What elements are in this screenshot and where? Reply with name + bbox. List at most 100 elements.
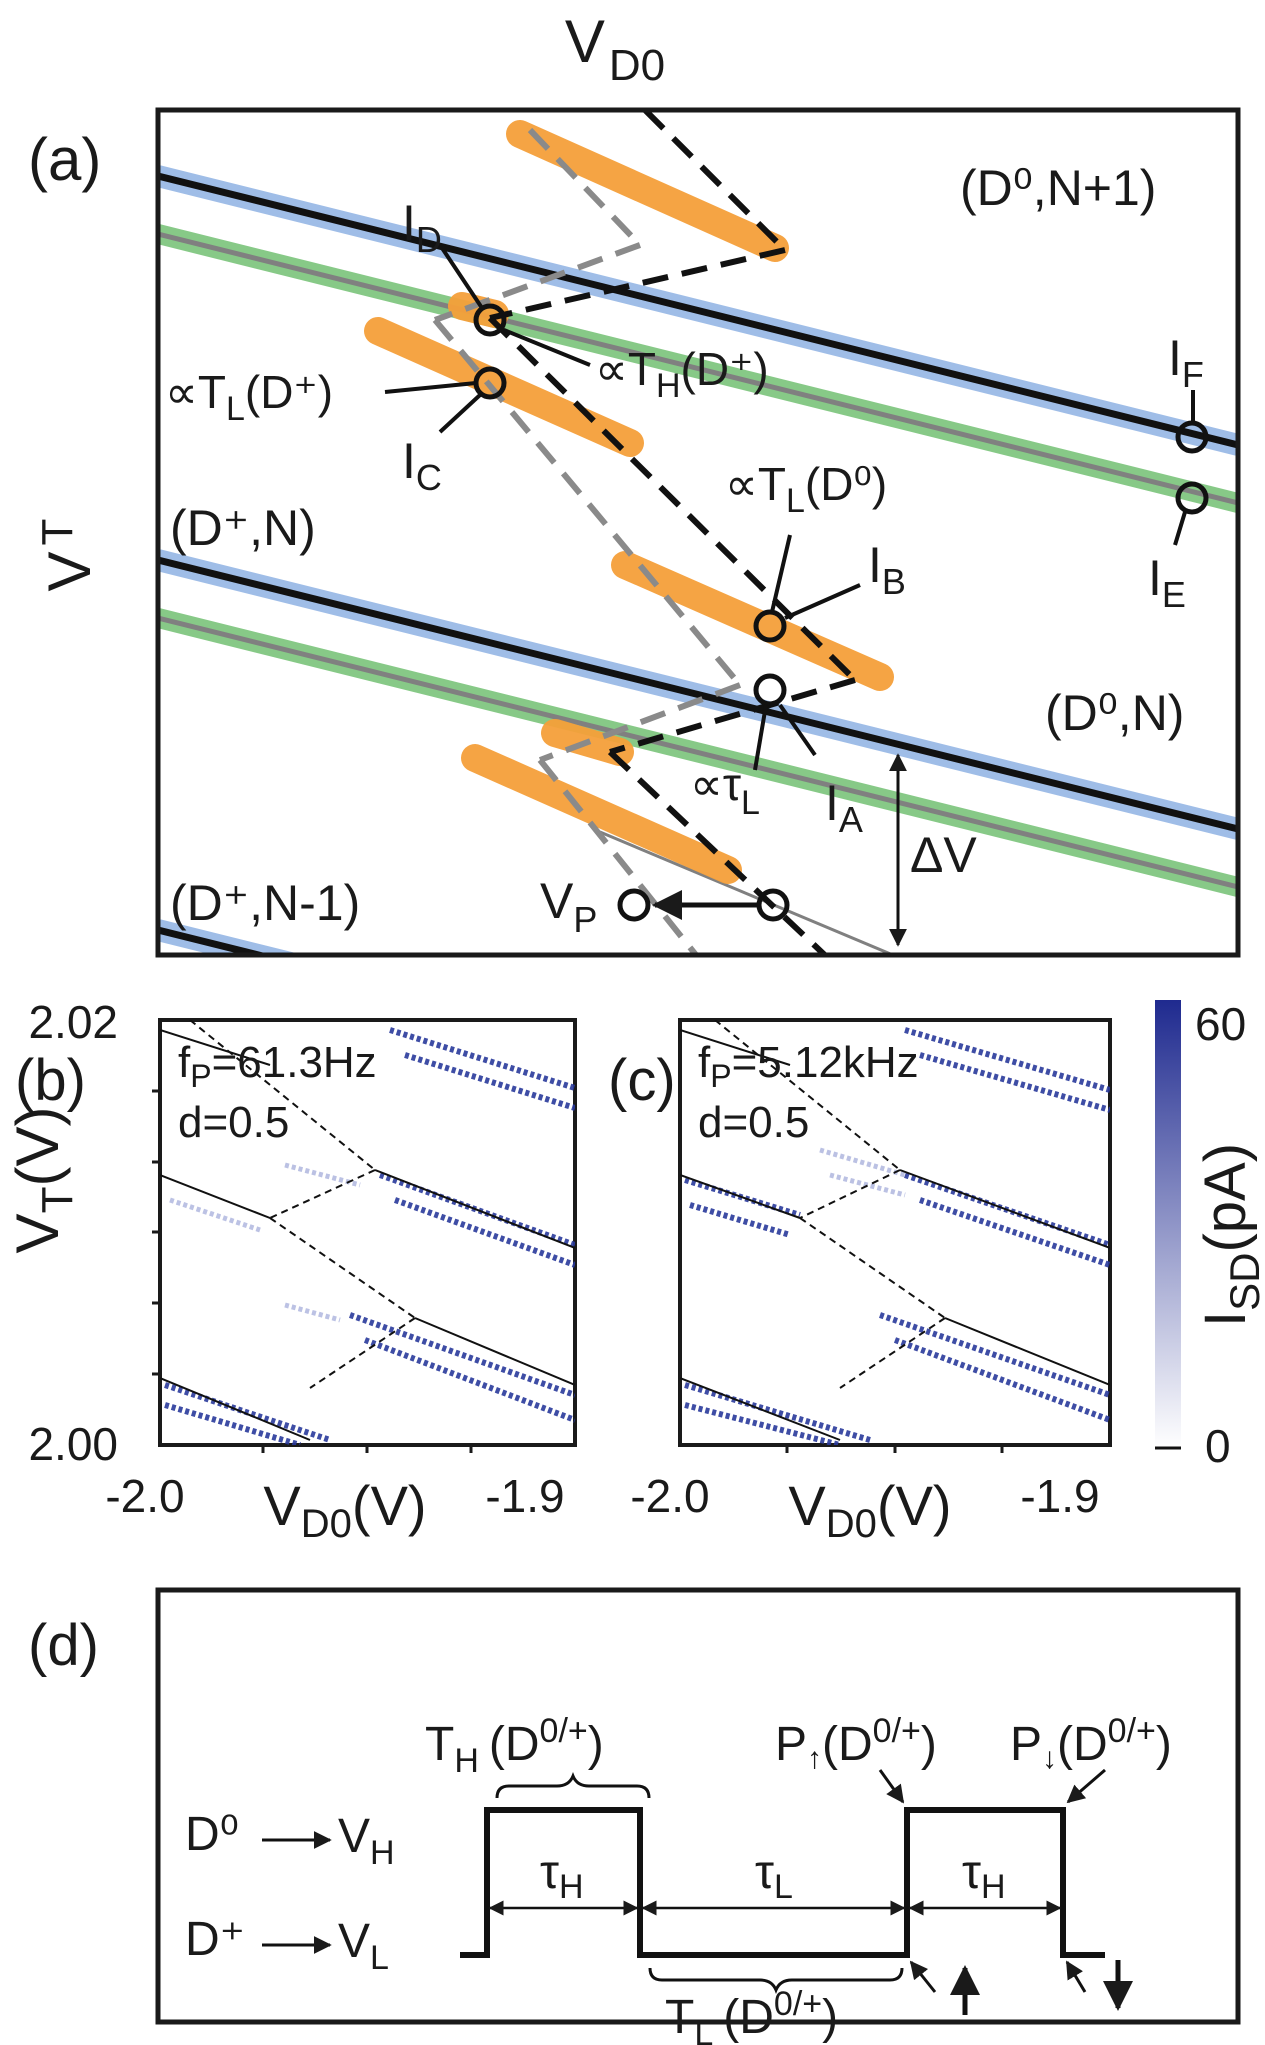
gray-dashed-line [527, 127, 643, 248]
panel-b-frame [158, 1018, 577, 1447]
faint-stripe [169, 1197, 261, 1233]
panel-b-xtick-right: -1.9 [485, 1470, 564, 1522]
region-dp-nm1: (D⁺,N-1) [170, 875, 360, 931]
region-d0-n: (D⁰,N) [1045, 685, 1184, 741]
leader-ID [438, 243, 484, 310]
panel-b-xtick-left: -2.0 [105, 1470, 184, 1522]
dashed-guide [269, 1217, 416, 1319]
panel-c-frame [678, 1018, 1112, 1447]
annot-TL-D0: ∝TL(D⁰) [725, 458, 887, 520]
panel-c-dashed-guides [714, 1020, 946, 1389]
marker-IE [1175, 481, 1209, 515]
panel-d-label: (d) [28, 1613, 99, 1678]
transition-line-black [158, 556, 1238, 833]
TH-label: TH (D0/+) [425, 1712, 604, 1780]
current-stripe [393, 1197, 575, 1268]
marker-IA [753, 673, 787, 707]
region-dp-n: (D⁺,N) [170, 500, 316, 556]
panel-c-xtick-right: -1.9 [1020, 1470, 1099, 1522]
level-vl: VL [338, 1915, 389, 1977]
current-stripe [363, 1337, 575, 1423]
region-d0-np1: (D⁰,N+1) [960, 160, 1156, 216]
ytick-bottom: 2.00 [28, 1418, 118, 1470]
panel-c-heatmap [680, 1020, 1110, 1445]
Pdown-bottom-pointer [1065, 1960, 1087, 1993]
guide-line [160, 1377, 311, 1441]
dashed-guide [189, 1020, 376, 1171]
leader-IB [784, 583, 861, 620]
transition-line-gray-thin [599, 830, 897, 955]
panel-a-frame [155, 107, 1241, 958]
panel-c-xlabel: VD0(V) [788, 1474, 951, 1546]
marker-vp-end [617, 888, 651, 922]
current-stripe [389, 1027, 575, 1091]
black-dashed-lines [487, 110, 858, 955]
dashed-guide [799, 1169, 901, 1219]
marker-vp-start [756, 888, 790, 922]
faint-stripe [829, 1172, 906, 1198]
panel-b-dashed-guides [189, 1020, 416, 1389]
label-IA: IA [825, 775, 863, 840]
guide-line [899, 1169, 1110, 1249]
dashed-guide [269, 1169, 376, 1219]
current-stripe [919, 1197, 1110, 1268]
panel-c-xtick-left: -2.0 [630, 1470, 709, 1522]
label-ID: ID [402, 195, 442, 260]
TL-label: TL (D0/+) [665, 1985, 838, 2045]
current-stripe [684, 1177, 801, 1218]
panel-b-xlabel: VD0(V) [263, 1474, 426, 1546]
panel-c-guide-lines [680, 1029, 1110, 1441]
current-stripe [164, 1382, 331, 1443]
black-dashed-line [642, 110, 788, 253]
panel-c-faint-stripes [819, 1147, 906, 1198]
current-stripe [164, 1402, 301, 1445]
Pup-pointer [878, 1769, 905, 1804]
current-stripe [348, 1312, 575, 1398]
guide-line [680, 1377, 841, 1441]
current-stripe [879, 1312, 1110, 1398]
panel-c-duty: d=0.5 [698, 1098, 809, 1147]
panel-d-frame [155, 1587, 1241, 2025]
panel-b-ticks [152, 1089, 473, 1453]
pulse-waveform [460, 1807, 1105, 1958]
colorbar-gradient [1155, 1000, 1181, 1448]
orange-segment [461, 744, 742, 884]
annot-TH-Dplus: ∝TH(D⁺) [595, 343, 769, 405]
guide-line [414, 1317, 575, 1386]
leader-lines [384, 243, 1195, 771]
gray-dashed-lines [432, 127, 743, 955]
colorbar: 60 0 ISD(pA) [1155, 998, 1265, 1472]
maps-axes: VT(V) 2.02 2.00 [4, 996, 118, 1470]
orange-segment [611, 551, 894, 691]
transition-line-black [158, 172, 1238, 449]
transition-line-gray [158, 231, 1238, 506]
label-IB: IB [868, 537, 906, 602]
panel-b-current-stripes [164, 1027, 575, 1445]
annot-delta-v: ΔV [910, 827, 977, 883]
current-stripe [404, 1052, 575, 1111]
maps-ylabel: VT(V) [4, 1107, 82, 1254]
panel-a-ylabel: VT [33, 519, 103, 592]
orange-segment [506, 120, 789, 262]
panel-b-label: (b) [15, 1048, 86, 1113]
leader-tauL [753, 704, 768, 771]
gray-dashed-line [537, 758, 700, 955]
label-IC: IC [402, 433, 442, 498]
panel-a-label: (a) [28, 126, 101, 193]
guide-line [680, 1029, 791, 1066]
panel-d: (d) D⁰ VH D⁺ VL τH τL τH TH (D0/+) TL (D0/… [28, 1587, 1241, 2045]
current-stripe [904, 1027, 1110, 1093]
leader-IC [438, 393, 482, 434]
guide-line [160, 1174, 271, 1219]
current-markers [473, 303, 1209, 922]
black-dashed-line [487, 315, 858, 683]
panel-b-guide-lines [160, 1029, 575, 1441]
leader-TH-Dplus [503, 328, 591, 367]
current-stripe [684, 1402, 841, 1445]
guide-line [944, 1317, 1110, 1386]
ytick-top: 2.02 [28, 996, 118, 1048]
colorbar-label: ISD(pA) [1193, 1143, 1265, 1327]
black-dashed-line [609, 677, 856, 755]
annot-tauL: ∝τL [690, 758, 760, 822]
